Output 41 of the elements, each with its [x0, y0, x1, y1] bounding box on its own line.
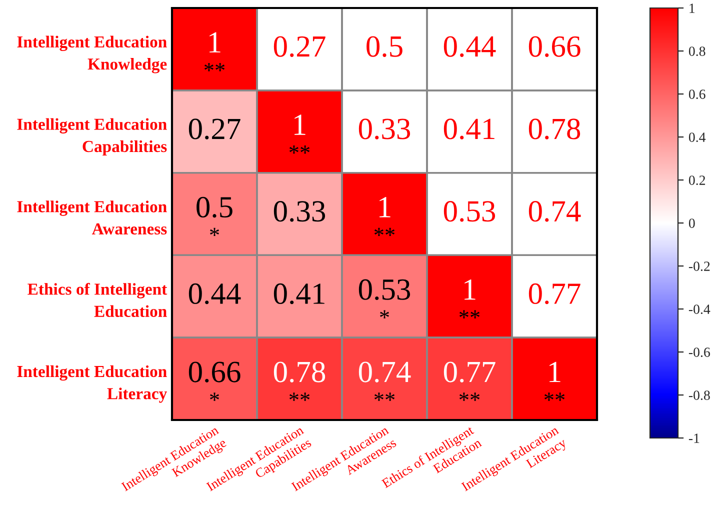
color-bar-label: -1 [688, 434, 700, 443]
color-bar-label: 0.2 [688, 176, 706, 186]
y-tick-label: Ethics of Intelligent Education [28, 282, 168, 318]
text: 0.27 [274, 36, 326, 57]
text: 0.78 [528, 118, 580, 140]
text: 0.77 [528, 283, 580, 304]
text: 0.41 [444, 118, 494, 140]
color-bar-label: 0.6 [688, 90, 706, 100]
data-label: 0.41 [274, 283, 324, 304]
color-bar-label: -0.2 [688, 262, 710, 272]
text: 0.66 [528, 36, 580, 57]
data-label: 0.53 * [358, 279, 410, 318]
text: 0.44 [444, 36, 496, 57]
data-label: 1 ** [204, 32, 225, 72]
data-label: 0.33 [274, 201, 326, 222]
y-tick-label: Intelligent Education Awareness [17, 200, 167, 235]
data-label: 0.77 ** [444, 362, 496, 401]
color-bar-label: 1 [690, 4, 695, 13]
color-bar-label: 0 [688, 218, 695, 228]
data-label: 0.66 * [188, 362, 240, 401]
text: 0.74 [528, 201, 581, 222]
color-bar-label: -0.6 [688, 348, 710, 358]
y-tick-label: Intelligent Education Literacy [17, 365, 167, 403]
data-label: 0.74 ** [358, 362, 411, 401]
color-bar-label: -0.8 [688, 390, 710, 400]
text: 0.53 [444, 201, 496, 222]
data-label: 1 ** [289, 114, 310, 154]
color-bar-label: -0.4 [688, 304, 710, 314]
data-label: 0.27 [188, 118, 240, 140]
data-label: 0.5 * [196, 196, 232, 236]
color-bar-label: 0.8 [688, 46, 706, 56]
data-label: 1 ** [544, 362, 565, 401]
y-tick-label: Intelligent Education Knowledge [17, 36, 167, 74]
y-tick-label: Intelligent Education Capabilities [17, 118, 167, 156]
data-label: 1 ** [459, 279, 480, 318]
data-label: 0.78 ** [274, 362, 326, 401]
data-label: 0.44 [188, 283, 241, 304]
text: 0.5 [366, 36, 402, 57]
text: 0.33 [358, 118, 410, 140]
color-bar-label: 0.4 [688, 132, 706, 142]
data-label: 1 ** [374, 197, 395, 236]
